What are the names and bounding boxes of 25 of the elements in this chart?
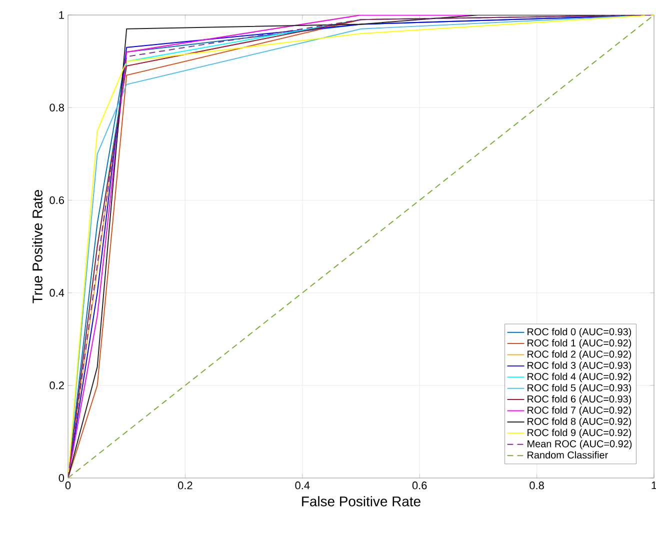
x-tick-label: 0.2 [178, 482, 192, 490]
legend-label: ROC fold 6 (AUC=0.93) [528, 395, 632, 404]
x-tick-label: 0.4 [295, 482, 310, 490]
legend-label: ROC fold 7 (AUC=0.92) [528, 406, 632, 416]
y-axis-title: True Positive Rate [32, 190, 42, 304]
legend-label: ROC fold 9 (AUC=0.92) [528, 428, 632, 438]
x-tick-label: 0.8 [530, 482, 544, 490]
y-tick-label: 0.2 [50, 382, 64, 390]
legend-label: Random Classifier [528, 451, 608, 459]
legend-label: ROC fold 0 (AUC=0.93) [528, 328, 632, 338]
legend-label: ROC fold 8 (AUC=0.92) [528, 418, 632, 427]
y-tick-label: 0.8 [50, 104, 64, 112]
legend-label: Mean ROC (AUC=0.92) [528, 440, 632, 450]
x-axis-title: False Positive Rate [302, 496, 420, 506]
legend-label: ROC fold 4 (AUC=0.92) [528, 372, 632, 382]
legend-label: ROC fold 5 (AUC=0.93) [528, 384, 632, 394]
legend-label: ROC fold 2 (AUC=0.92) [528, 350, 632, 360]
y-tick-label: 0.6 [50, 196, 64, 204]
legend-label: ROC fold 3 (AUC=0.93) [528, 362, 632, 371]
x-tick-label: 0 [65, 482, 71, 490]
y-tick-label: 0 [58, 474, 64, 482]
y-tick-label: 0.4 [50, 288, 64, 297]
y-tick-label: 1 [59, 11, 64, 19]
legend-label: ROC fold 1 (AUC=0.92) [528, 339, 632, 348]
x-tick-label: 0.6 [412, 482, 427, 490]
